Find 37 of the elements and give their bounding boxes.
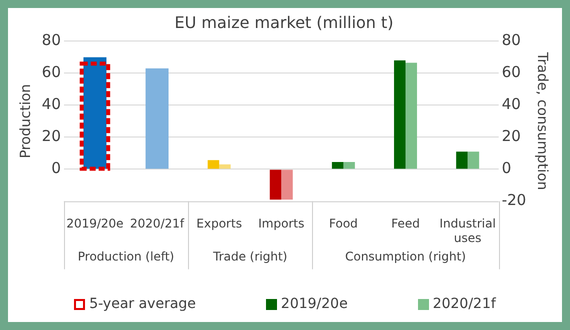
y2-tick-label: 0 [502, 159, 512, 178]
bar [208, 160, 220, 169]
y-tick-label: 80 [42, 31, 61, 50]
y2-tick-label: -20 [502, 191, 526, 210]
y2-tick-label: 20 [502, 127, 521, 146]
x-tick-label: 2020/21f [130, 216, 185, 231]
bar [468, 152, 480, 169]
bar [281, 170, 293, 200]
y-axis-title: Production [18, 84, 34, 158]
x-tick-label: 2019/20e [66, 216, 124, 231]
y-tick-label: 60 [42, 63, 61, 82]
y2-tick-label: 40 [502, 95, 521, 114]
chart-title: EU maize market (million t) [174, 12, 394, 32]
bar [343, 162, 355, 169]
y2-tick-label: 80 [502, 31, 521, 50]
y2-tick-label: 60 [502, 63, 521, 82]
x-tick-label: Feed [391, 216, 420, 231]
bar [219, 164, 231, 169]
y-tick-label: 20 [42, 127, 61, 146]
x-tick-label: Imports [258, 216, 304, 231]
legend-label: 2020/21f [432, 296, 496, 312]
y-tick-label: 40 [42, 95, 61, 114]
bar [406, 62, 418, 169]
x-tick-label: Industrial uses [440, 216, 496, 245]
bar [332, 162, 344, 169]
legend-label: 2019/20e [280, 296, 348, 312]
bar [394, 60, 406, 169]
text: Consumption (right) [345, 249, 466, 264]
x-tick-label: Food [329, 216, 358, 231]
y2-axis-title: Trade, consumption [534, 51, 550, 190]
bar [270, 170, 282, 200]
bar [456, 152, 468, 169]
x-tick-label: Exports [196, 216, 242, 231]
y-tick-label: 0 [51, 159, 61, 178]
text: Production (left) [78, 249, 174, 264]
legend-label: 5-year average [89, 296, 196, 312]
text: Trade (right) [212, 249, 288, 264]
